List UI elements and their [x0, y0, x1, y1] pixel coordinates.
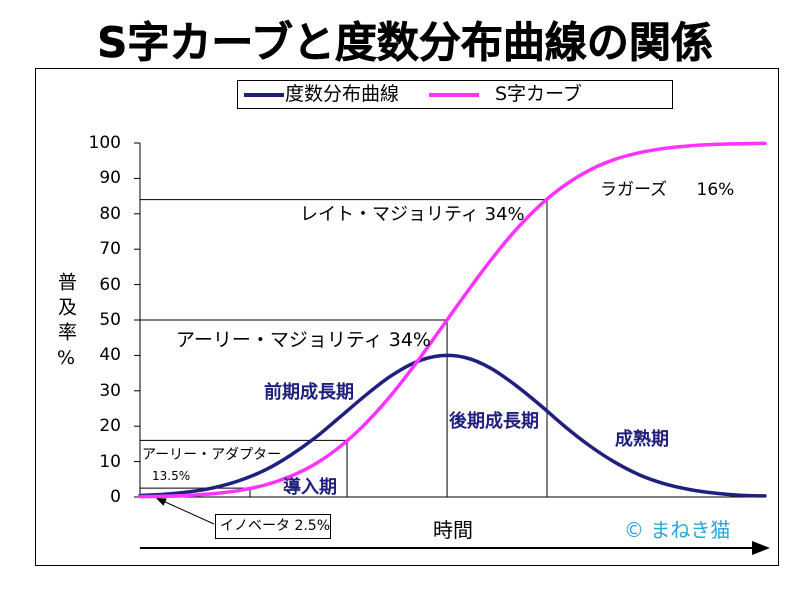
phase-label-maturity: 成熟期 — [615, 429, 669, 450]
segment-label-early-majority: アーリー・マジョリティ 34% — [176, 329, 431, 351]
y-tick-label: 100 — [88, 133, 121, 153]
y-tick-label: 80 — [99, 203, 121, 224]
chart-title: S字カーブと度数分布曲線の関係 — [97, 18, 713, 68]
chart-frame — [35, 68, 779, 566]
segment-boundaries — [140, 199, 548, 497]
segment-share-early-adopters: 13.5% — [152, 469, 191, 483]
time-arrow — [140, 541, 770, 555]
innovator-label-box: イノベータ 2.5% — [215, 514, 331, 539]
frequency-distribution-curve — [138, 353, 767, 498]
legend-label-frequency-distribution: 度数分布曲線 — [285, 83, 400, 105]
legend: 度数分布曲線 S字カーブ — [237, 80, 673, 109]
phase-label-early-growth: 前期成長期 — [264, 382, 354, 403]
y-tick-label: 10 — [99, 451, 121, 472]
innovator-pointer-shaft — [162, 500, 215, 525]
y-tick-label: 60 — [99, 274, 121, 295]
legend-swatch-frequency-distribution — [244, 93, 284, 97]
y-tick-label: 30 — [99, 380, 121, 401]
innovator-pointer-head — [156, 498, 167, 506]
y-axis-label: 普及率% — [55, 272, 77, 375]
y-tick-label: 70 — [99, 239, 121, 260]
segment-label-innovators: イノベータ 2.5% — [220, 518, 331, 534]
innovator-pointer-arrow — [156, 498, 215, 525]
y-tick-label: 0 — [110, 487, 121, 507]
y-tick-label: 90 — [99, 168, 121, 189]
segment-label-early-adopters: アーリー・アダプター — [142, 447, 282, 463]
y-ticks — [134, 142, 140, 498]
legend-label-s-curve: S字カーブ — [495, 83, 582, 105]
legend-swatch-s-curve — [429, 93, 479, 97]
segment-label-late-majority: レイト・マジョリティ 34% — [300, 204, 525, 225]
y-tick-label: 20 — [99, 416, 121, 437]
y-tick-label: 50 — [99, 310, 121, 330]
time-arrow-head — [752, 541, 770, 555]
copyright-credit: © まねき猫 — [624, 518, 731, 542]
s-curve — [138, 141, 767, 499]
phase-label-late-growth: 後期成長期 — [449, 411, 539, 432]
segment-label-laggards: ラガーズ 16% — [600, 180, 735, 200]
x-axis-label: 時間 — [433, 518, 473, 542]
series-lines — [138, 141, 767, 499]
y-tick-label: 40 — [99, 345, 121, 366]
phase-label-introduction: 導入期 — [283, 477, 337, 498]
